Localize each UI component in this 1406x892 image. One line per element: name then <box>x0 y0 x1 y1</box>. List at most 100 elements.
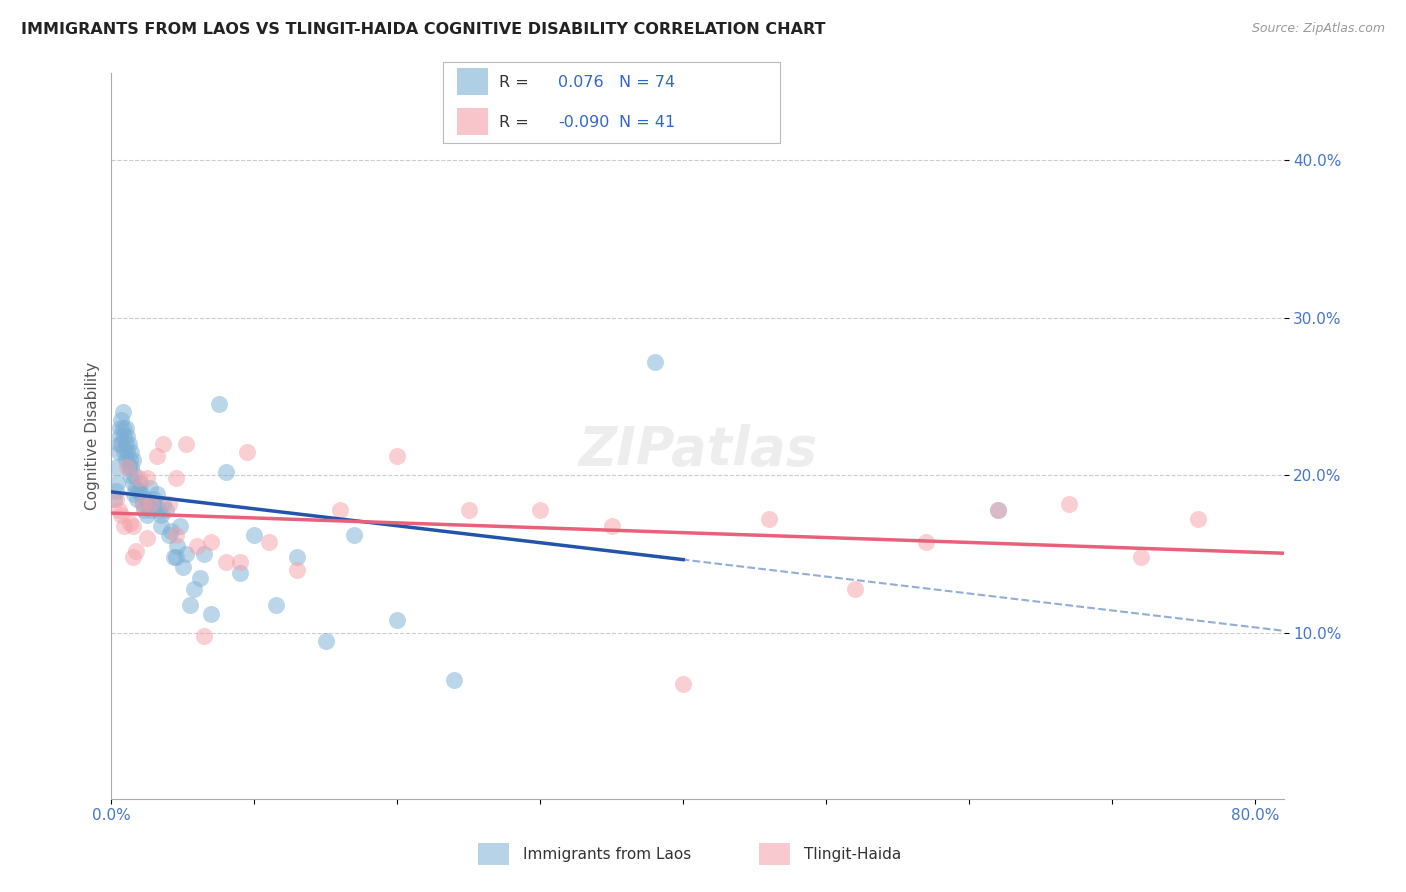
Text: R =: R = <box>499 115 534 129</box>
Point <box>117 436 139 450</box>
Point <box>120 444 142 458</box>
Point <box>104 484 127 499</box>
Point <box>110 413 132 427</box>
Point <box>110 436 132 450</box>
Point <box>1129 550 1152 565</box>
Point <box>105 460 128 475</box>
Text: N = 41: N = 41 <box>619 115 675 129</box>
Point <box>107 503 129 517</box>
Point <box>215 555 238 569</box>
Point <box>229 566 252 581</box>
Point <box>128 484 150 499</box>
Point <box>118 452 141 467</box>
Point <box>987 503 1010 517</box>
Point <box>112 429 135 443</box>
Point <box>166 539 188 553</box>
Point <box>174 547 197 561</box>
Point <box>193 547 215 561</box>
Point <box>104 491 127 506</box>
Point <box>114 436 136 450</box>
Point <box>115 429 138 443</box>
Point <box>121 476 143 491</box>
Point <box>183 582 205 596</box>
Point <box>169 518 191 533</box>
Text: ZIPatlas: ZIPatlas <box>578 425 817 476</box>
Point <box>200 534 222 549</box>
Point <box>124 468 146 483</box>
Point <box>146 487 169 501</box>
Point <box>163 550 186 565</box>
Point <box>112 518 135 533</box>
Point <box>174 436 197 450</box>
Point <box>139 481 162 495</box>
Point <box>121 550 143 565</box>
Point <box>111 421 134 435</box>
Point <box>138 500 160 514</box>
Point <box>131 487 153 501</box>
Point <box>343 528 366 542</box>
Point <box>672 676 695 690</box>
Point <box>172 559 194 574</box>
Y-axis label: Cognitive Disability: Cognitive Disability <box>86 362 100 510</box>
Point <box>129 476 152 491</box>
Point <box>987 503 1010 517</box>
Point <box>132 497 155 511</box>
Point <box>600 518 623 533</box>
Text: Tlingit-Haida: Tlingit-Haida <box>804 847 901 862</box>
Text: N = 74: N = 74 <box>619 75 675 89</box>
Point <box>186 539 208 553</box>
Point <box>125 544 148 558</box>
Point <box>105 476 128 491</box>
Text: R =: R = <box>499 75 538 89</box>
Point <box>243 528 266 542</box>
Point <box>285 563 308 577</box>
Point <box>758 512 780 526</box>
Point <box>108 429 131 443</box>
Point <box>134 503 156 517</box>
Point <box>257 534 280 549</box>
Point <box>387 614 409 628</box>
Point <box>229 555 252 569</box>
Point <box>148 503 170 517</box>
Point <box>157 528 180 542</box>
Point <box>150 518 173 533</box>
Point <box>529 503 551 517</box>
Point <box>121 518 143 533</box>
Point <box>285 550 308 565</box>
Point <box>1057 497 1080 511</box>
Point <box>115 444 138 458</box>
Point <box>110 508 132 522</box>
Point <box>457 503 479 517</box>
Point <box>114 452 136 467</box>
Text: IMMIGRANTS FROM LAOS VS TLINGIT-HAIDA COGNITIVE DISABILITY CORRELATION CHART: IMMIGRANTS FROM LAOS VS TLINGIT-HAIDA CO… <box>21 22 825 37</box>
Point <box>844 582 866 596</box>
Point <box>155 503 177 517</box>
Point <box>115 460 138 475</box>
Point <box>121 452 143 467</box>
Point <box>120 460 142 475</box>
Point <box>387 450 409 464</box>
Point <box>103 491 125 506</box>
Point <box>107 444 129 458</box>
Point <box>125 481 148 495</box>
Point <box>329 503 352 517</box>
Point <box>141 503 163 517</box>
Point <box>188 571 211 585</box>
Point <box>143 491 166 506</box>
Point <box>112 444 135 458</box>
Point <box>264 598 287 612</box>
Point <box>114 421 136 435</box>
Text: -0.090: -0.090 <box>558 115 610 129</box>
Point <box>152 497 174 511</box>
Point <box>207 397 229 411</box>
Point <box>443 673 465 688</box>
Point <box>108 421 131 435</box>
Point <box>136 508 159 522</box>
Point <box>644 355 666 369</box>
Point <box>315 634 337 648</box>
Point <box>146 450 169 464</box>
Point <box>128 471 150 485</box>
Point <box>118 468 141 483</box>
Point <box>145 500 167 514</box>
Point <box>111 405 134 419</box>
